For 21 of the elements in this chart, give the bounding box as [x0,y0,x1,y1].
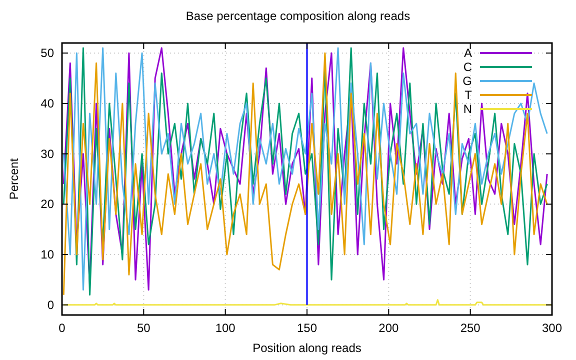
y-tick-label: 50 [40,46,54,60]
y-tick-label: 20 [40,197,54,212]
legend-label: G [462,74,472,88]
text: A [464,46,472,60]
legend-label: T [464,88,473,102]
legend-label: N [463,102,472,116]
x-tick-label: 100 [215,321,236,335]
x-tick-label: 300 [542,321,562,335]
x-tick-label: 50 [136,321,151,335]
y-tick-label: 0 [47,298,54,312]
x-tick-label: 0 [58,321,66,335]
chart-title: Base percentage composition along reads [186,9,410,23]
y-tick-label: 40 [40,96,54,110]
legend-label: C [463,60,472,74]
x-axis-title: Position along reads [252,341,362,355]
y-tick-label: 10 [40,248,54,262]
x-tick-label: 150 [296,321,318,335]
y-tick-label: 30 [40,146,54,161]
y-axis-title: Percent [7,158,21,200]
x-tick-label: 200 [378,321,399,335]
x-tick-label: 250 [460,321,481,335]
